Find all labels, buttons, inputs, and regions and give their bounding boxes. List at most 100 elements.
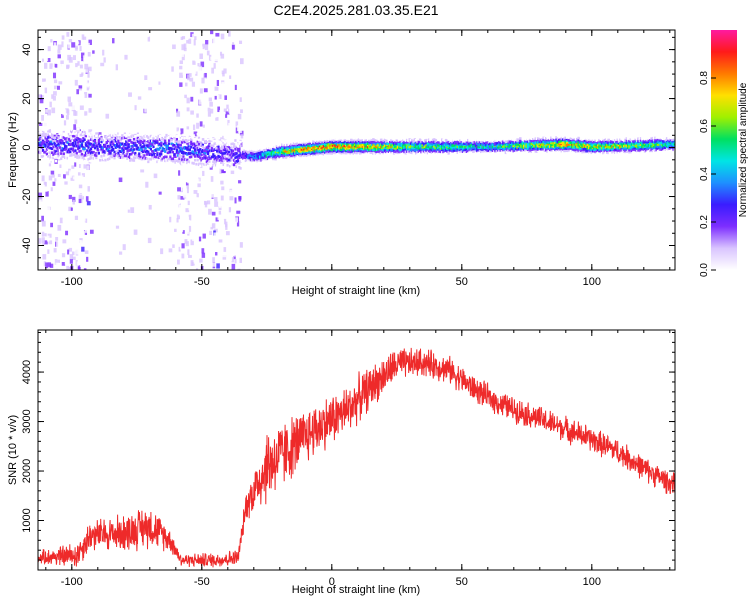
noise-cell (201, 216, 205, 223)
ridge-cell (298, 156, 301, 159)
ridge-cell (313, 138, 316, 142)
ridge-cell (396, 145, 399, 149)
noise-cell (44, 87, 48, 94)
ridge-cell (551, 141, 554, 145)
ridge-cell (269, 149, 272, 152)
noise-cell (200, 193, 204, 199)
ridge-cell (365, 149, 368, 153)
ridge-cell (568, 147, 571, 151)
ridge-cell (486, 145, 489, 149)
ridge-cell (162, 157, 165, 161)
ridge-cell (317, 142, 320, 145)
ridge-cell (578, 142, 581, 146)
ridge-cell (243, 153, 246, 157)
ridge-cell (216, 164, 219, 167)
noise-cell (185, 182, 189, 186)
ridge-cell (565, 134, 568, 137)
ridge-cell (177, 145, 180, 149)
ridge-cell (355, 141, 358, 144)
noise-cell (210, 176, 214, 182)
ridge-cell (127, 145, 130, 149)
ridge-cell (482, 143, 485, 147)
ridge-cell (525, 138, 528, 141)
ridge-cell (542, 145, 545, 148)
noise-cell (61, 90, 65, 97)
ridge-cell (186, 142, 189, 145)
noise-cell (61, 41, 64, 48)
ridge-cell (304, 146, 307, 149)
ridge-cell (105, 141, 108, 144)
ridge-cell (113, 140, 116, 143)
ridge-cell (152, 152, 155, 156)
ridge-cell (485, 143, 488, 147)
noise-cell (197, 111, 201, 117)
ridge-cell (82, 149, 85, 152)
noise-cell (62, 114, 66, 121)
ridge-cell (229, 153, 232, 157)
ridge-cell (568, 141, 571, 145)
ridge-cell (135, 159, 138, 163)
ridge-cell (149, 157, 152, 161)
ridge-cell (350, 147, 353, 151)
ridge-cell (482, 146, 485, 150)
ridge-cell (396, 147, 399, 151)
ridge-cell (573, 148, 576, 152)
noise-cell (59, 164, 62, 168)
ridge-cell (38, 138, 41, 141)
ridge-cell (123, 160, 126, 164)
ridge-cell (364, 153, 367, 156)
ridge-cell (242, 152, 245, 156)
ridge-cell (326, 139, 329, 142)
ridge-cell (278, 150, 281, 154)
ridge-cell (430, 140, 433, 144)
noise-cell (61, 35, 65, 40)
ridge-cell (415, 145, 418, 149)
noise-cell (86, 190, 90, 196)
ridge-cell (412, 138, 415, 142)
ridge-cell (469, 141, 472, 144)
noise-cell (84, 79, 88, 84)
ridge-cell (48, 143, 51, 146)
ridge-cell (112, 129, 115, 133)
ridge-cell (296, 142, 299, 145)
ridge-cell (408, 149, 411, 153)
ridge-cell (331, 141, 334, 144)
ridge-cell (49, 132, 52, 136)
ridge-cell (230, 156, 233, 159)
noise-cell (60, 60, 64, 64)
ridge-cell (65, 140, 68, 144)
ridge-cell (470, 147, 474, 150)
ridge-cell (478, 142, 481, 145)
ridge-cell (582, 143, 585, 147)
ridge-cell (308, 147, 311, 151)
ridge-cell (152, 150, 155, 153)
noise-cell (236, 256, 240, 263)
ridge-cell (186, 146, 189, 150)
noise-cell (188, 254, 192, 258)
ridge-cell (212, 149, 215, 153)
noise-cell (220, 220, 225, 225)
noise-cell (62, 216, 66, 222)
ridge-cell (369, 144, 372, 148)
ridge-cell (320, 148, 323, 151)
ridge-cell (166, 159, 169, 162)
ridge-cell (511, 147, 514, 151)
ridge-cell (481, 141, 484, 145)
ridge-cell (127, 139, 130, 142)
ridge-cell (381, 150, 384, 154)
ridge-cell (148, 153, 151, 157)
ridge-cell (290, 149, 293, 153)
ridge-cell (308, 140, 311, 144)
ridge-cell (74, 138, 77, 141)
ridge-cell (565, 143, 568, 146)
noise-cell (178, 96, 181, 102)
ridge-cell (585, 145, 588, 149)
ridge-cell (273, 157, 276, 161)
ridge-cell (517, 152, 520, 155)
noise-cell (48, 39, 52, 44)
ridge-cell (426, 142, 429, 145)
ridge-cell (389, 148, 392, 152)
ridge-cell (545, 144, 548, 148)
ridge-cell (515, 140, 518, 144)
ridge-cell (407, 147, 410, 151)
